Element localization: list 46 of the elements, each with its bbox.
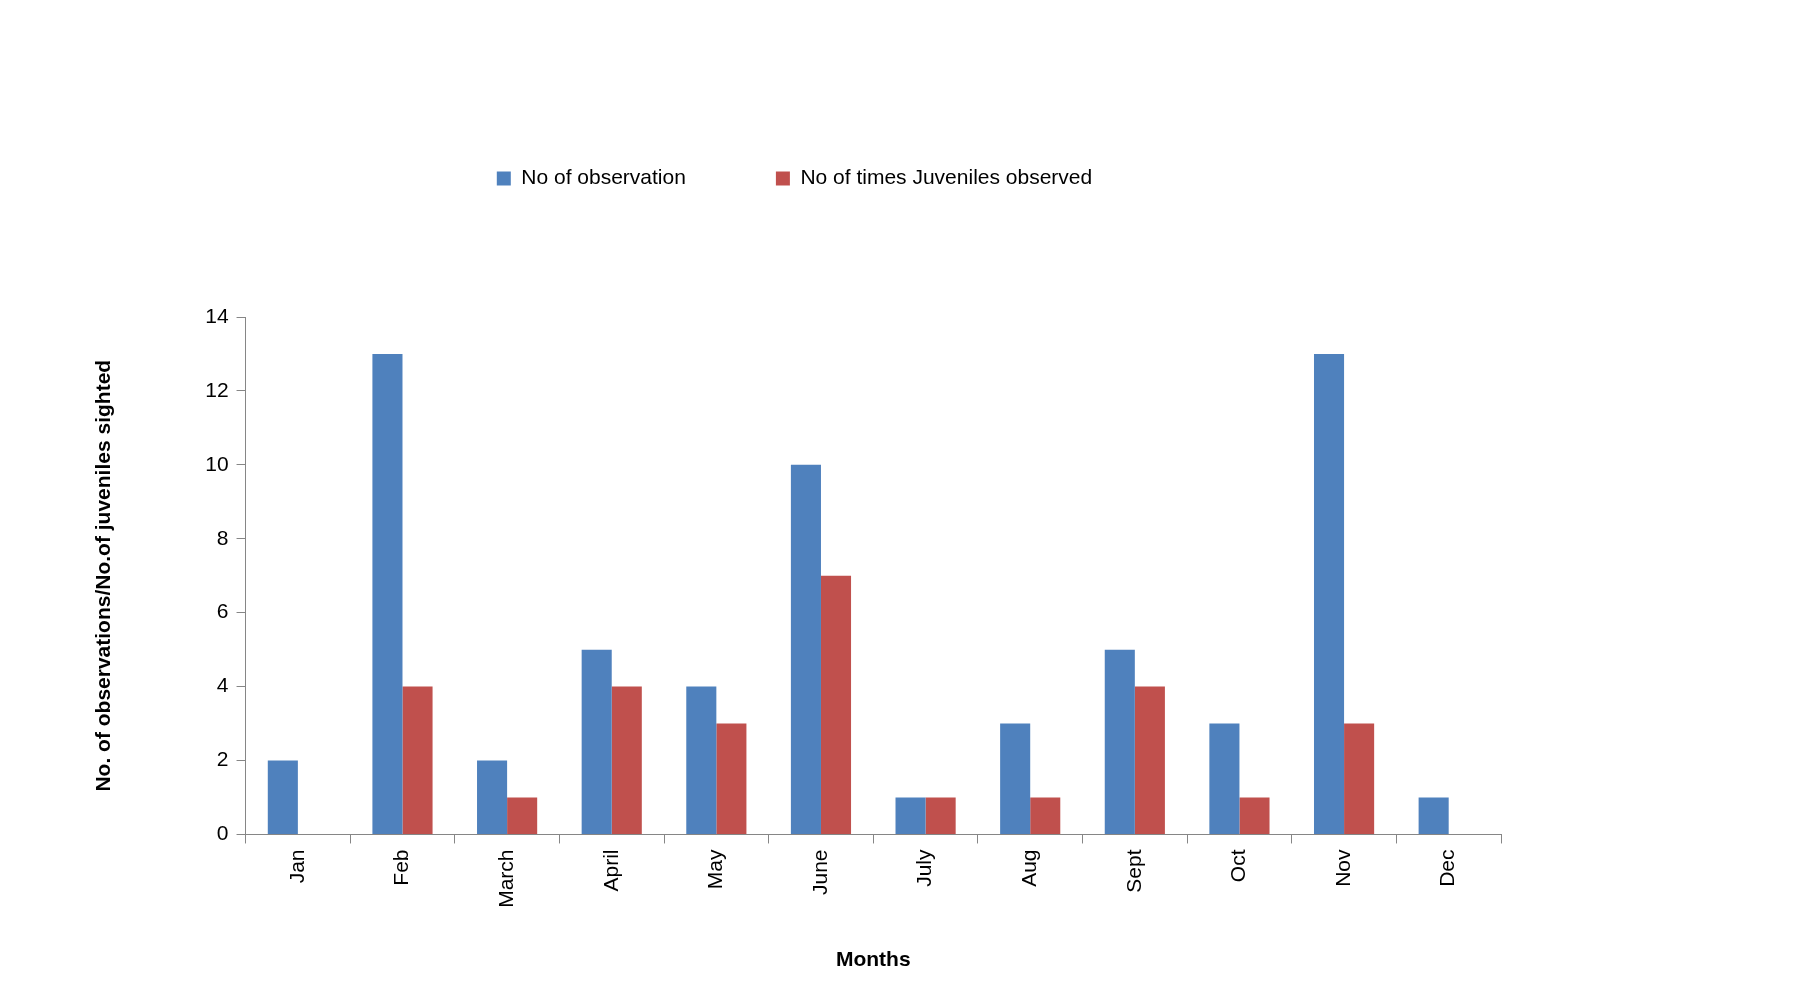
- bar: [402, 686, 433, 834]
- bar: [1000, 723, 1031, 834]
- y-tick-label: 12: [205, 377, 229, 401]
- x-tick-label: Feb: [389, 849, 413, 886]
- bar: [820, 575, 852, 834]
- bar: [1239, 797, 1270, 834]
- legend-label: No of observation: [521, 165, 686, 189]
- y-tick-label: 14: [205, 303, 229, 327]
- x-tick-label: May: [703, 848, 727, 890]
- x-axis-title: Months: [835, 947, 911, 971]
- bar: [895, 797, 926, 834]
- bar: [477, 760, 508, 834]
- y-tick-label: 4: [216, 673, 229, 697]
- x-tick-label: July: [912, 848, 936, 887]
- y-tick-label: 10: [205, 451, 229, 475]
- bar: [581, 649, 612, 834]
- bar: [686, 686, 717, 834]
- legend-label: No of times Juveniles observed: [800, 165, 1093, 189]
- bar: [1134, 686, 1165, 834]
- bar: [1418, 797, 1449, 834]
- bar: [1313, 353, 1345, 834]
- x-tick-label: Jan: [284, 849, 308, 884]
- bar: [925, 797, 956, 834]
- x-tick-label: Sept: [1121, 849, 1145, 893]
- bar: [267, 760, 298, 834]
- y-tick-label: 0: [216, 821, 229, 845]
- x-tick-label: June: [807, 849, 831, 895]
- bar: [507, 797, 538, 834]
- x-tick-label: Nov: [1330, 848, 1354, 887]
- bar: [790, 464, 821, 834]
- bar: [1344, 723, 1375, 834]
- bar: [716, 723, 747, 834]
- x-tick-label: March: [493, 849, 517, 908]
- x-tick-label: Dec: [1435, 849, 1459, 887]
- x-tick-label: Oct: [1226, 849, 1250, 883]
- x-tick-label: April: [598, 849, 622, 892]
- bar: [1104, 649, 1135, 834]
- y-tick-label: 2: [216, 747, 229, 771]
- bar: [1209, 723, 1240, 834]
- bar: [1030, 797, 1061, 834]
- y-tick-label: 6: [216, 599, 229, 623]
- bar: [372, 353, 403, 834]
- y-axis-title: No. of observations/No.of juveniles sighted: [91, 359, 115, 792]
- y-tick-label: 8: [216, 525, 229, 549]
- x-tick-label: Aug: [1017, 849, 1041, 887]
- bar: [611, 686, 642, 834]
